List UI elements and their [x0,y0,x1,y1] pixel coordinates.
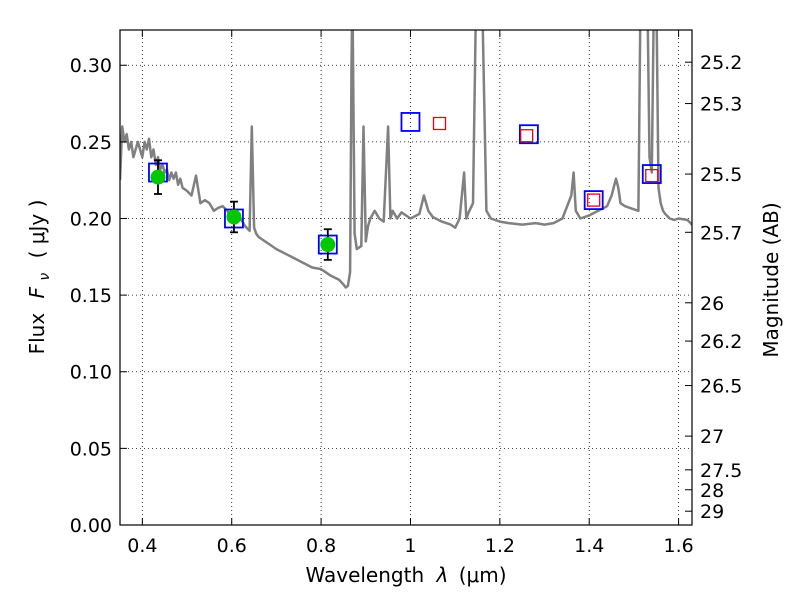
upper-limit-box [432,116,447,131]
y2-tick-label: 27.5 [700,460,742,482]
model-photometry-box [583,190,604,211]
data-layer [120,30,692,289]
x-tick-label: 0.4 [127,535,157,557]
model-spectrum-line [120,30,692,289]
upper-limit-box [520,129,534,143]
plot-area [120,30,692,289]
x-tick-label: 0.6 [217,535,247,557]
upper-limit-box [587,193,601,207]
model-photometry-box [400,112,421,132]
y2-tick-label: 26.2 [700,331,742,353]
x-tick-label: 1 [404,535,416,557]
observed-flux-point [226,209,242,225]
y-tick-label: 0.15 [70,285,112,307]
y2-tick-label: 29 [700,501,724,523]
x-tick-label: 1.4 [574,535,604,557]
observed-flux-point [150,169,166,185]
upper-limit-box [645,168,659,183]
model-photometry-box [641,164,662,184]
y2-axis-label: Magnitude (AB) [759,202,783,357]
x-tick-label: 1.6 [663,535,693,557]
y-tick-label: 0.00 [70,515,112,537]
model-photometry-box [518,124,539,145]
y2-tick-label: 25.3 [700,94,742,116]
y2-tick-label: 28 [700,480,724,502]
y2-tick-label: 27 [700,426,724,448]
y2-tick-label: 26 [700,293,724,315]
y2-tick-label: 26.5 [700,376,742,398]
y2-tick-label: 25.7 [700,222,742,244]
y2-tick-label: 25.5 [700,164,742,186]
x-axis-label: Wavelength λ (μm) [305,563,506,587]
observed-flux-point [320,237,336,253]
y-tick-label: 0.30 [70,55,112,77]
x-tick-label: 0.8 [306,535,336,557]
y-tick-label: 0.10 [70,362,112,384]
y-tick-label: 0.20 [70,208,112,230]
y2-tick-label: 25.2 [700,52,742,74]
plot-frame [119,29,693,526]
grid-layer [120,30,692,526]
y-axis-label: Flux F ν ( μJy ) [25,200,54,355]
tick-layer: 0.4 0.6 0.8 1 1.2 1.4 1.6 0.00 0.05 0.10 0.15 0.20 0… [70,30,742,557]
y-tick-label: 0.25 [70,132,112,154]
x-tick-label: 1.2 [485,535,515,557]
y-tick-label: 0.05 [70,438,112,460]
